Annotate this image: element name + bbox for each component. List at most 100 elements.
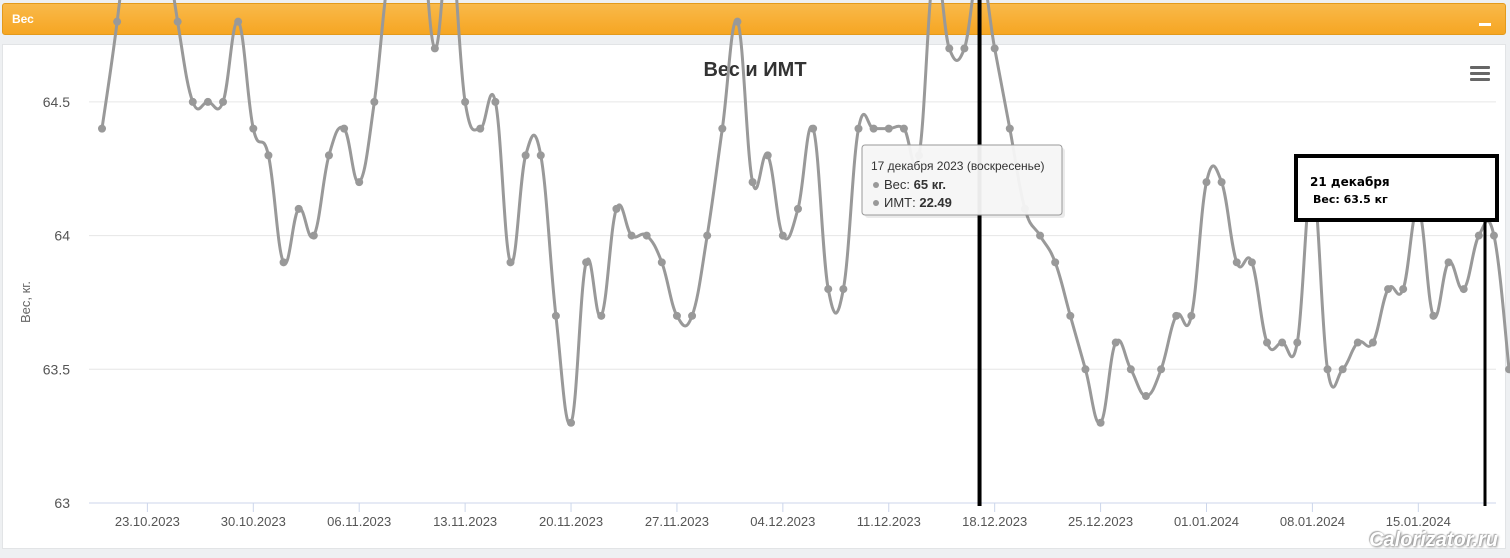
weight-data-point[interactable] xyxy=(899,124,908,133)
weight-data-point[interactable] xyxy=(234,17,243,26)
weight-data-point[interactable] xyxy=(264,151,273,160)
weight-data-point[interactable] xyxy=(309,231,318,240)
weight-data-point[interactable] xyxy=(1036,231,1045,240)
tooltip: 17 декабря 2023 (воскресенье) Вес: 65 кг.… xyxy=(861,144,1065,218)
weight-data-point[interactable] xyxy=(294,204,303,213)
weight-data-point[interactable] xyxy=(703,231,712,240)
weight-data-point[interactable] xyxy=(1505,365,1510,374)
weight-data-point[interactable] xyxy=(1323,365,1332,374)
weight-data-point[interactable] xyxy=(1111,338,1120,347)
weight-data-point[interactable] xyxy=(793,204,802,213)
weight-data-point[interactable] xyxy=(1489,231,1498,240)
weight-data-point[interactable] xyxy=(1172,311,1181,320)
weight-data-point[interactable] xyxy=(718,124,727,133)
weight-data-point[interactable] xyxy=(748,178,757,187)
watermark-logo: Calorizator.ru xyxy=(1369,529,1498,551)
x-tick-label: 25.12.2023 xyxy=(1068,514,1133,529)
weight-data-point[interactable] xyxy=(203,97,212,106)
weight-data-point[interactable] xyxy=(688,311,697,320)
tooltip-row: ИМТ: 22.49 xyxy=(884,195,952,210)
tooltip-row-label: ИМТ: xyxy=(884,195,919,210)
weight-data-point[interactable] xyxy=(642,231,651,240)
weight-data-point[interactable] xyxy=(1399,285,1408,294)
weight-data-point[interactable] xyxy=(188,97,197,106)
weight-data-point[interactable] xyxy=(340,124,349,133)
weight-data-point[interactable] xyxy=(1353,338,1362,347)
weight-data-point[interactable] xyxy=(1293,338,1302,347)
x-tick-label: 04.12.2023 xyxy=(750,514,815,529)
weight-data-point[interactable] xyxy=(521,151,530,160)
panel-header: Вес xyxy=(2,3,1506,35)
weight-data-point[interactable] xyxy=(597,311,606,320)
weight-data-point[interactable] xyxy=(809,124,818,133)
weight-data-point[interactable] xyxy=(551,311,560,320)
weight-data-point[interactable] xyxy=(506,258,515,267)
y-tick-label: 64.5 xyxy=(43,94,70,110)
weight-data-point[interactable] xyxy=(370,97,379,106)
weight-data-point[interactable] xyxy=(763,151,772,160)
weight-data-point[interactable] xyxy=(854,124,863,133)
weight-data-point[interactable] xyxy=(219,97,228,106)
weight-data-point[interactable] xyxy=(960,44,969,53)
y-tick-label: 64 xyxy=(54,228,70,244)
weight-data-point[interactable] xyxy=(839,285,848,294)
weight-data-point[interactable] xyxy=(1459,285,1468,294)
weight-data-point[interactable] xyxy=(324,151,333,160)
weight-data-point[interactable] xyxy=(1278,338,1287,347)
weight-data-point[interactable] xyxy=(491,97,500,106)
x-tick-label: 13.11.2023 xyxy=(433,514,497,529)
weight-data-point[interactable] xyxy=(1217,178,1226,187)
weight-data-point[interactable] xyxy=(657,258,666,267)
weight-data-point[interactable] xyxy=(1096,418,1105,427)
weight-data-point[interactable] xyxy=(476,124,485,133)
weight-data-point[interactable] xyxy=(612,204,621,213)
weight-data-point[interactable] xyxy=(672,311,681,320)
weight-data-point[interactable] xyxy=(1263,338,1272,347)
weight-data-point[interactable] xyxy=(778,231,787,240)
weight-data-point[interactable] xyxy=(582,258,591,267)
weight-data-point[interactable] xyxy=(733,17,742,26)
weight-data-point[interactable] xyxy=(98,124,106,133)
chart-menu-icon[interactable] xyxy=(1468,64,1492,84)
weight-data-point[interactable] xyxy=(1338,365,1347,374)
weight-data-point[interactable] xyxy=(1141,392,1150,401)
weight-data-point[interactable] xyxy=(1051,258,1060,267)
weight-data-point[interactable] xyxy=(1232,258,1241,267)
x-tick-label: 11.12.2023 xyxy=(857,514,921,529)
weight-data-point[interactable] xyxy=(249,124,258,133)
weight-data-point[interactable] xyxy=(279,258,288,267)
weight-data-point[interactable] xyxy=(1247,258,1256,267)
weight-data-point[interactable] xyxy=(536,151,545,160)
weight-data-point[interactable] xyxy=(824,285,833,294)
weight-data-point[interactable] xyxy=(1429,311,1438,320)
weight-data-point[interactable] xyxy=(355,178,364,187)
annotation-frame xyxy=(1294,154,1499,222)
weight-data-point[interactable] xyxy=(430,44,439,53)
weight-data-point[interactable] xyxy=(1474,231,1483,240)
weight-data-point[interactable] xyxy=(567,418,576,427)
weight-data-point[interactable] xyxy=(1187,311,1196,320)
weight-data-point[interactable] xyxy=(945,44,954,53)
weight-data-point[interactable] xyxy=(113,17,122,26)
weight-data-point[interactable] xyxy=(1384,285,1393,294)
weight-data-point[interactable] xyxy=(1126,365,1135,374)
weight-data-point[interactable] xyxy=(627,231,636,240)
collapse-icon[interactable] xyxy=(1479,23,1491,26)
x-tick-label: 06.11.2023 xyxy=(327,514,391,529)
weight-data-point[interactable] xyxy=(884,124,893,133)
weight-data-point[interactable] xyxy=(1066,311,1075,320)
weight-data-point[interactable] xyxy=(1005,124,1014,133)
weight-data-point[interactable] xyxy=(1368,338,1377,347)
x-tick-label: 20.11.2023 xyxy=(539,514,603,529)
weight-data-point[interactable] xyxy=(1157,365,1166,374)
tooltip-date: 17 декабря 2023 (воскресенье) xyxy=(871,159,1045,173)
weight-data-point[interactable] xyxy=(990,44,999,53)
weight-data-point[interactable] xyxy=(869,124,878,133)
weight-data-point[interactable] xyxy=(1202,178,1211,187)
annotation-overlays: 17 декабря 2023 (воскресенье) Вес: 65 кг.… xyxy=(861,0,1499,506)
weight-data-point[interactable] xyxy=(1444,258,1453,267)
weight-data-point[interactable] xyxy=(1081,365,1090,374)
weight-data-point[interactable] xyxy=(461,97,470,106)
weight-data-point[interactable] xyxy=(173,17,182,26)
